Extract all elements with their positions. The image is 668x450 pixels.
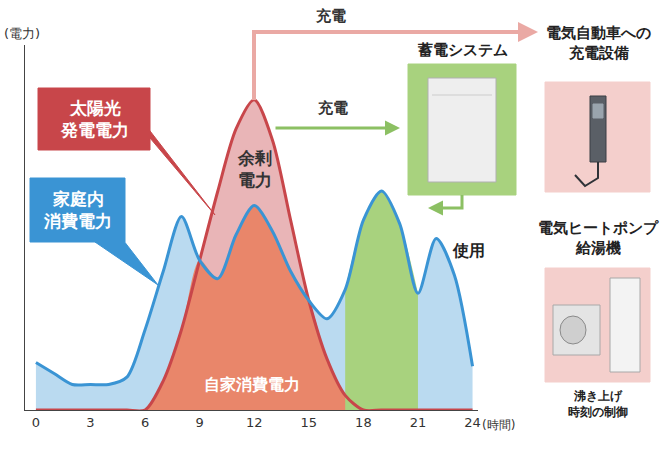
svg-text:使用: 使用 xyxy=(452,241,485,260)
svg-text:太陽光発電電力: 太陽光発電電力 xyxy=(60,98,129,140)
svg-text:家庭内消費電力: 家庭内消費電力 xyxy=(43,189,112,231)
svg-text:電気自動車への充電設備: 電気自動車への充電設備 xyxy=(546,24,651,62)
svg-text:3: 3 xyxy=(86,415,94,430)
svg-text:24: 24 xyxy=(464,415,481,430)
svg-text:自家消費電力: 自家消費電力 xyxy=(204,375,300,394)
svg-text:9: 9 xyxy=(196,415,204,430)
svg-text:電気ヒートポンプ給湯機: 電気ヒートポンプ給湯機 xyxy=(538,219,659,257)
svg-text:(時間): (時間) xyxy=(482,418,515,432)
svg-text:余剰電力: 余剰電力 xyxy=(237,148,272,190)
svg-text:12: 12 xyxy=(246,415,263,430)
svg-text:21: 21 xyxy=(410,415,427,430)
svg-text:蓄電システム: 蓄電システム xyxy=(417,41,508,59)
svg-text:充電: 充電 xyxy=(315,7,346,25)
svg-text:6: 6 xyxy=(141,415,149,430)
svg-text:0: 0 xyxy=(32,415,40,430)
svg-text:沸き上げ時刻の制御: 沸き上げ時刻の制御 xyxy=(568,389,628,419)
svg-text:(電力): (電力) xyxy=(4,26,40,41)
svg-text:充電: 充電 xyxy=(317,99,348,117)
svg-text:18: 18 xyxy=(355,415,372,430)
svg-text:15: 15 xyxy=(301,415,318,430)
